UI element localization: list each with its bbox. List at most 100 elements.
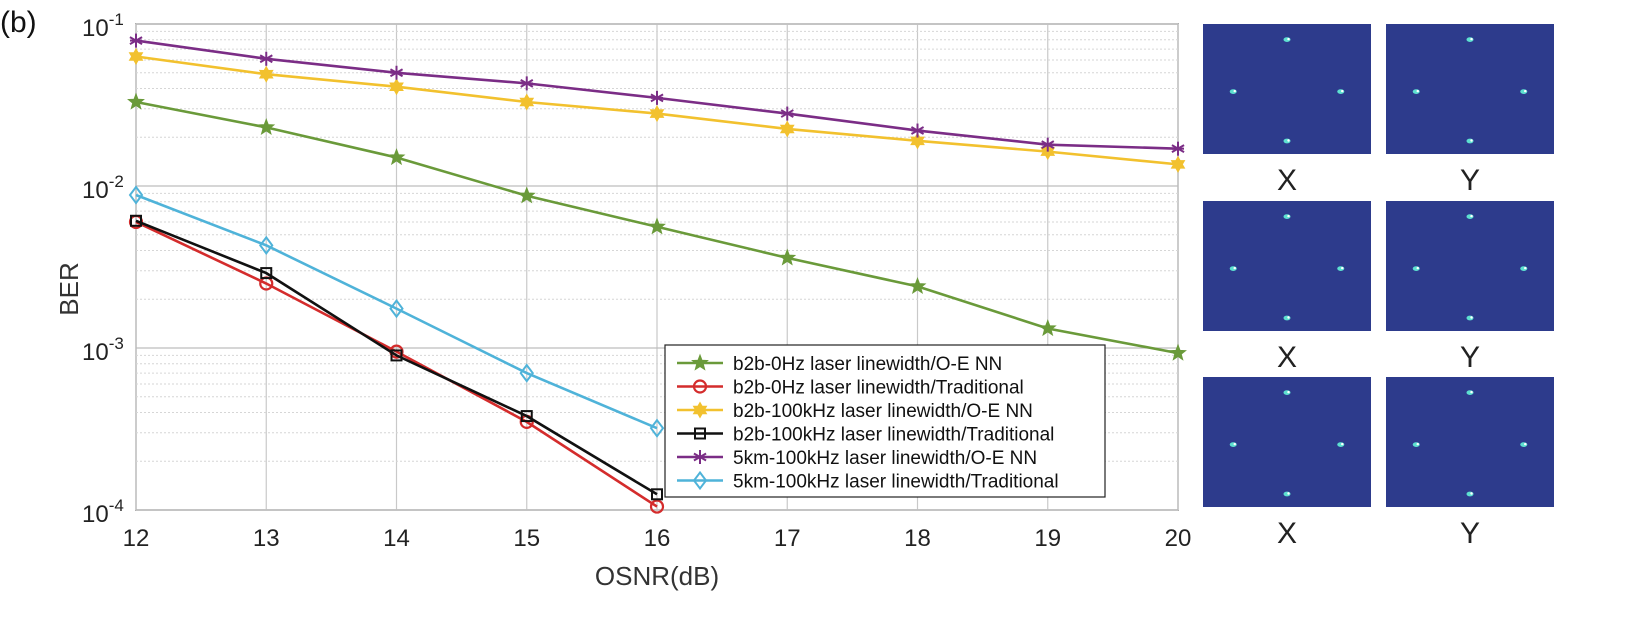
series-line <box>135 193 658 430</box>
data-point <box>390 349 403 362</box>
legend-marker <box>691 353 709 371</box>
data-point <box>520 76 534 91</box>
constellation-point-core <box>1341 266 1344 270</box>
legend-label: b2b-0Hz laser linewidth/Traditional <box>733 378 1024 399</box>
data-point <box>910 132 925 150</box>
data-point <box>260 267 273 280</box>
legend-marker <box>692 379 708 394</box>
x-tick-label: 19 <box>1034 525 1061 552</box>
legend-marker <box>692 401 708 419</box>
legend-entry: 5km-100kHz laser linewidth/Traditional <box>677 470 1059 493</box>
ber-plot: 12 13 14 15 16 17 18 19 20 10-4 10-3 10-2 10-1 OSNR… <box>54 10 1191 591</box>
constellation-label: X <box>1277 517 1297 550</box>
data-point <box>1041 137 1055 152</box>
data-point <box>128 185 144 205</box>
constellation-image <box>1203 201 1371 331</box>
data-point <box>387 148 406 166</box>
x-tick-label: 17 <box>774 525 801 552</box>
data-point <box>1169 343 1187 361</box>
constellation-label: Y <box>1460 341 1480 374</box>
constellation-image <box>1203 24 1371 154</box>
data-point <box>908 277 927 295</box>
legend-label: b2b-0Hz laser linewidth/O-E NN <box>733 354 1002 375</box>
legend-label: 5km-100kHz laser linewidth/O-E NN <box>733 448 1037 469</box>
y-tick-label: 10-4 <box>82 496 124 528</box>
data-point <box>649 499 665 514</box>
constellation-point-core <box>1470 139 1473 142</box>
constellation-point-core <box>1524 89 1527 93</box>
y-tick-label: 10-3 <box>82 334 124 366</box>
legend-box <box>664 344 1106 498</box>
constellation-3-y: Y <box>1386 377 1554 550</box>
legend-marker <box>692 470 708 491</box>
data-point <box>389 298 404 319</box>
legend-entry: b2b-0Hz laser linewidth/O-E NN <box>677 353 1002 375</box>
x-tick-label: 14 <box>383 525 410 552</box>
data-point <box>649 105 665 123</box>
legend-marker <box>694 427 706 440</box>
data-point <box>389 65 404 80</box>
x-tick-label: 15 <box>513 525 540 552</box>
constellation-label: X <box>1277 164 1297 197</box>
constellation-image <box>1203 377 1371 507</box>
x-tick-label: 12 <box>123 525 150 552</box>
constellation-panel: X Y X Y X Y <box>1203 24 1554 550</box>
legend-entry: b2b-0Hz laser linewidth/Traditional <box>677 378 1024 399</box>
constellation-point-core <box>1524 442 1527 446</box>
data-point <box>128 48 144 66</box>
constellation-point-core <box>1470 390 1473 394</box>
panel-label: (b) <box>0 6 37 39</box>
constellation-point-core <box>1233 89 1236 93</box>
legend-entry: 5km-100kHz laser linewidth/O-E NN <box>677 448 1037 469</box>
constellation-label: X <box>1277 341 1297 374</box>
legend-label: b2b-100kHz laser linewidth/Traditional <box>733 425 1054 446</box>
constellation-label: Y <box>1460 517 1480 550</box>
y-tick-label: 10-1 <box>82 10 124 42</box>
constellation-2-x: X <box>1203 201 1371 374</box>
constellation-point-core <box>1287 214 1290 218</box>
data-point <box>779 120 795 138</box>
data-point <box>519 363 534 383</box>
constellation-point-core <box>1470 37 1473 41</box>
legend-label: b2b-100kHz laser linewidth/O-E NN <box>733 401 1033 422</box>
constellation-point-core <box>1287 492 1290 495</box>
x-tick-labels: 12 13 14 15 16 17 18 19 20 <box>123 525 1192 552</box>
constellation-point-core <box>1233 266 1236 270</box>
series-line <box>135 220 658 508</box>
series-line <box>135 219 658 496</box>
constellation-point-core <box>1287 139 1290 142</box>
constellation-point-core <box>1341 89 1344 93</box>
constellation-image <box>1386 24 1554 154</box>
data-point <box>1171 141 1185 156</box>
series-6 <box>128 185 665 438</box>
constellation-image <box>1386 377 1554 507</box>
constellation-point-core <box>1416 266 1419 270</box>
constellation-point-core <box>1341 442 1344 446</box>
data-point <box>651 488 663 501</box>
legend: b2b-0Hz laser linewidth/O-E NN b2b-0Hz la… <box>664 344 1106 498</box>
constellation-point-core <box>1416 89 1419 93</box>
series-5 <box>129 33 1185 156</box>
data-point <box>650 90 664 105</box>
y-tick-labels: 10-4 10-3 10-2 10-1 <box>82 10 124 528</box>
x-tick-label: 20 <box>1165 525 1192 552</box>
constellation-point-core <box>1416 442 1419 446</box>
data-point <box>520 410 533 423</box>
constellation-point-core <box>1470 492 1473 495</box>
legend-label: 5km-100kHz laser linewidth/Traditional <box>733 472 1059 493</box>
constellation-label: Y <box>1460 164 1480 197</box>
data-point <box>389 78 404 96</box>
constellation-1-x: X <box>1203 24 1371 197</box>
x-tick-label: 13 <box>253 525 280 552</box>
data-point <box>910 123 925 138</box>
constellation-point-core <box>1287 316 1290 319</box>
data-point <box>129 33 143 48</box>
y-tick-label: 10-2 <box>82 172 124 204</box>
series-1 <box>127 92 1187 361</box>
data-point <box>648 217 666 235</box>
data-point <box>259 51 273 66</box>
x-axis-title: OSNR(dB) <box>595 561 719 591</box>
series-4 <box>130 214 663 501</box>
x-tick-label: 16 <box>644 525 671 552</box>
data-point <box>259 235 274 256</box>
